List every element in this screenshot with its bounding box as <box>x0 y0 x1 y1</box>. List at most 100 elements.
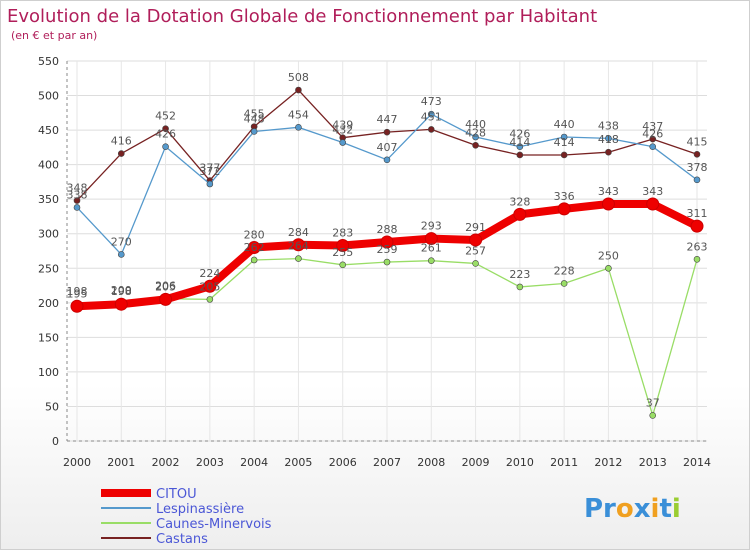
data-point <box>427 257 435 264</box>
data-point <box>605 148 612 156</box>
data-point <box>427 110 435 118</box>
data-label: 415 <box>687 135 708 148</box>
proxiti-logo-text: Proxiti <box>584 494 681 524</box>
data-point <box>339 139 347 146</box>
x-tick-label: 2002 <box>152 456 180 469</box>
data-label: 439 <box>332 119 353 132</box>
data-point <box>206 296 214 303</box>
data-point <box>516 143 524 150</box>
data-point <box>159 292 173 306</box>
data-point <box>693 255 701 263</box>
data-label: 426 <box>155 128 176 141</box>
data-label: 454 <box>288 108 309 121</box>
data-point <box>427 126 435 133</box>
logo-part: i <box>672 494 681 524</box>
data-label: 508 <box>288 71 309 84</box>
data-label: 348 <box>67 182 88 195</box>
data-label: 311 <box>687 207 708 220</box>
data-label: 261 <box>421 242 442 255</box>
data-label: 416 <box>111 135 132 148</box>
data-point <box>383 258 391 266</box>
data-point <box>162 143 169 150</box>
x-tick-label: 2011 <box>550 456 578 469</box>
data-label: 343 <box>642 185 663 198</box>
x-tick-label: 2004 <box>240 456 268 469</box>
data-point <box>557 202 571 216</box>
data-label: 338 <box>67 188 88 201</box>
data-label: 291 <box>465 221 486 234</box>
data-point <box>513 207 527 221</box>
x-tick-label: 2008 <box>417 456 445 469</box>
data-point <box>472 260 479 267</box>
data-point <box>203 279 217 293</box>
data-point <box>70 299 84 313</box>
data-label: 448 <box>244 112 265 125</box>
data-point <box>424 232 438 246</box>
data-label: 293 <box>421 220 442 233</box>
data-point <box>516 151 524 159</box>
data-point <box>206 180 214 188</box>
data-label: 336 <box>554 190 575 203</box>
data-label: 250 <box>598 249 619 262</box>
data-point <box>73 204 81 211</box>
data-point <box>114 297 128 311</box>
data-point <box>295 86 302 94</box>
data-label: 343 <box>598 185 619 198</box>
data-label: 262 <box>244 241 265 254</box>
logo-part: i <box>651 494 660 524</box>
data-point <box>162 125 169 133</box>
x-tick-label: 2009 <box>462 456 490 469</box>
data-point <box>250 256 258 264</box>
x-tick-label: 2001 <box>107 456 135 469</box>
x-tick-label: 2014 <box>683 456 711 469</box>
data-label: 473 <box>421 95 442 108</box>
data-label: 440 <box>465 118 486 131</box>
data-point <box>247 241 261 255</box>
data-label: 223 <box>509 268 530 281</box>
y-tick-label: 150 <box>38 331 59 344</box>
data-label: 200 <box>111 284 132 297</box>
chart-title: Evolution de la Dotation Globale de Fonc… <box>7 6 597 27</box>
data-label: 414 <box>509 136 530 149</box>
data-point <box>693 176 701 184</box>
data-point <box>693 150 701 158</box>
x-tick-label: 2003 <box>196 456 224 469</box>
y-tick-label: 50 <box>45 400 59 413</box>
x-tick-label: 2000 <box>63 456 91 469</box>
data-point <box>560 151 568 159</box>
data-label: 414 <box>554 136 575 149</box>
y-tick-label: 250 <box>38 262 59 275</box>
data-point <box>516 283 524 291</box>
data-point <box>295 124 302 131</box>
data-label: 407 <box>377 141 398 154</box>
data-label: 428 <box>465 126 486 139</box>
axes: 0 50 100 150 200 250 300 350 400 450 500 550 2000 200… <box>38 55 711 469</box>
data-label: 206 <box>155 280 176 293</box>
data-label: 432 <box>332 124 353 137</box>
data-point <box>291 238 305 252</box>
data-point <box>649 412 657 419</box>
data-point <box>383 128 391 136</box>
legend-label: Lespinassière <box>156 502 244 517</box>
data-point <box>605 264 612 272</box>
data-label: 288 <box>377 223 398 236</box>
data-label: 438 <box>598 119 619 132</box>
data-point <box>117 251 125 258</box>
data-label: 280 <box>244 229 265 242</box>
data-label: 205 <box>155 280 176 293</box>
y-tick-label: 100 <box>38 366 59 379</box>
data-label: 228 <box>554 264 575 277</box>
logo-part: x <box>634 494 651 524</box>
data-point <box>690 219 704 233</box>
data-point <box>560 133 568 141</box>
data-label: 426 <box>642 128 663 141</box>
logo-part: o <box>616 494 634 524</box>
y-tick-label: 450 <box>38 124 59 137</box>
x-tick-label: 2007 <box>373 456 401 469</box>
data-point <box>295 255 302 262</box>
data-point <box>605 135 612 142</box>
data-label: 263 <box>687 240 708 253</box>
data-point <box>472 141 479 149</box>
